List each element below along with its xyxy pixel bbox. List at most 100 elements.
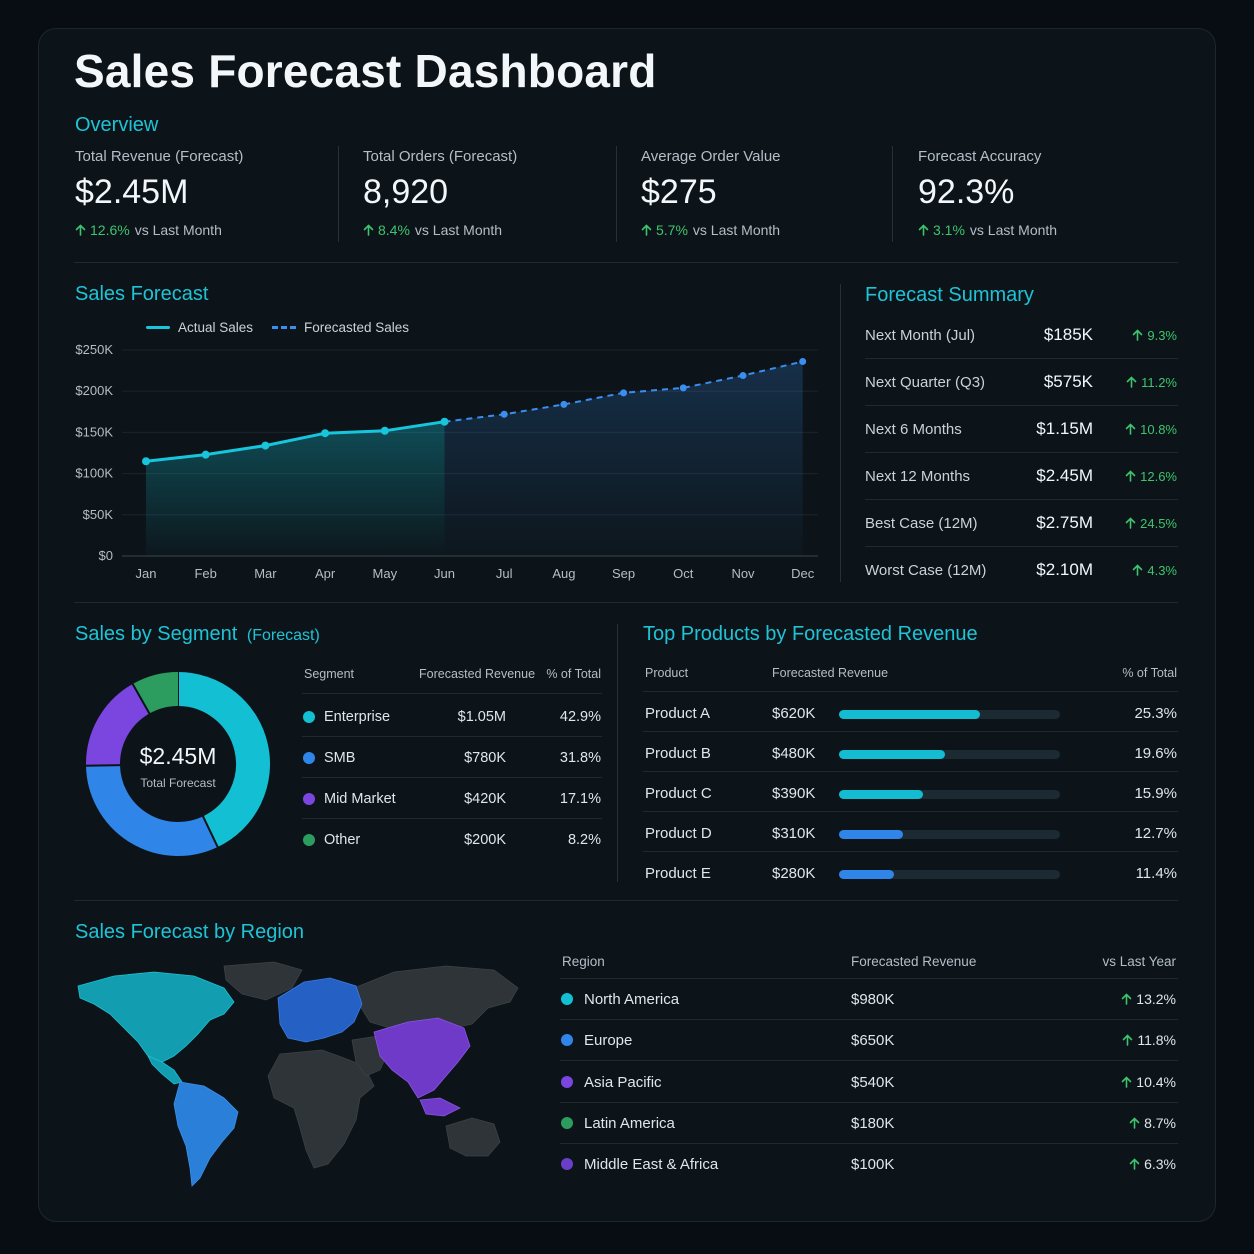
summary-delta: 24.5% xyxy=(1111,516,1177,531)
actual-point[interactable] xyxy=(201,450,210,459)
donut-slice-gap xyxy=(84,764,122,767)
segment-donut-chart xyxy=(84,671,270,856)
summary-value: $1.15M xyxy=(1036,419,1093,438)
summary-delta: 9.3% xyxy=(1111,328,1177,343)
dashboard-panel xyxy=(38,28,1216,1222)
segment-row[interactable]: Other $200K 8.2% xyxy=(302,830,602,852)
summary-delta-value: 9.3% xyxy=(1147,328,1177,343)
southeast-asia-shape xyxy=(419,1097,461,1117)
product-row-line xyxy=(643,771,1178,772)
world-map xyxy=(77,961,519,1187)
region-row[interactable]: North America $980K 13.2% xyxy=(560,990,1178,1012)
actual-point[interactable] xyxy=(380,426,389,435)
x-tick-label: Aug xyxy=(552,566,575,581)
overview-heading: Overview xyxy=(75,114,159,136)
actual-point[interactable] xyxy=(261,441,270,450)
x-tick-label: Nov xyxy=(731,566,755,581)
forecast-summary-row[interactable]: Next 6 Months $1.15M 10.8% xyxy=(865,419,1178,443)
kpi-divider xyxy=(892,146,893,242)
product-revenue: $390K xyxy=(772,785,816,802)
product-name: Product D xyxy=(645,825,712,842)
products-heading: Top Products by Forecasted Revenue xyxy=(643,623,978,645)
region-delta: 13.2% xyxy=(1080,991,1176,1007)
product-row-line xyxy=(643,811,1178,812)
legend-forecast[interactable]: Forecasted Sales xyxy=(272,320,409,335)
region-delta: 10.4% xyxy=(1080,1074,1176,1090)
region-color-dot xyxy=(561,1116,573,1129)
summary-period: Next 12 Months xyxy=(865,468,971,485)
forecast-point[interactable] xyxy=(739,372,747,380)
region-row-line xyxy=(560,1101,1178,1103)
summary-delta: 4.3% xyxy=(1111,563,1177,578)
product-bar-track xyxy=(839,870,1060,879)
region-delta-value: 8.7% xyxy=(1144,1114,1176,1131)
summary-delta: 10.8% xyxy=(1111,422,1177,437)
kpi-delta: 8.4% vs Last Month xyxy=(363,222,613,238)
kpi-delta-value: 8.4% xyxy=(378,222,410,238)
summary-value: $185K xyxy=(1043,325,1093,344)
segment-row-line xyxy=(302,736,602,737)
segment-row[interactable]: Mid Market $420K 17.1% xyxy=(302,789,602,811)
forecast-point[interactable] xyxy=(799,358,807,366)
forecast-point[interactable] xyxy=(500,410,508,418)
donut-slice[interactable] xyxy=(177,672,270,847)
forecast-point[interactable] xyxy=(679,384,687,392)
legend-actual[interactable]: Actual Sales xyxy=(146,320,253,335)
actual-point[interactable] xyxy=(440,417,449,426)
region-row-line xyxy=(560,1019,1178,1020)
kpi-label: Total Revenue (Forecast) xyxy=(75,148,244,165)
actual-point[interactable] xyxy=(321,429,330,438)
segment-name: Other xyxy=(324,832,361,848)
segment-name: Mid Market xyxy=(324,791,396,807)
kpi-card: Total Orders (Forecast) 8,920 8.4% vs Last … xyxy=(363,148,613,238)
kpi-value: $275 xyxy=(641,173,717,211)
kpi-value: $2.45M xyxy=(75,173,189,211)
segment-pct: 8.2% xyxy=(567,832,601,848)
forecast-summary-row[interactable]: Worst Case (12M) $2.10M 4.3% xyxy=(865,560,1178,584)
product-row[interactable]: Product D $310K 12.7% xyxy=(645,823,1178,845)
segment-revenue-col-header: Forecasted Revenue xyxy=(419,667,536,681)
actual-area xyxy=(146,421,445,556)
region-row[interactable]: Middle East & Africa $100K 6.3% xyxy=(560,1155,1178,1177)
asia-shape xyxy=(353,965,519,1033)
kpi-delta-value: 5.7% xyxy=(656,222,688,238)
forecast-summary-row[interactable]: Next 12 Months $2.45M 12.6% xyxy=(865,466,1178,490)
kpi-delta: 5.7% vs Last Month xyxy=(641,222,891,238)
kpi-delta: 12.6% vs Last Month xyxy=(75,222,325,238)
region-delta-value: 11.8% xyxy=(1137,1032,1176,1049)
kpi-label: Total Orders (Forecast) xyxy=(363,148,518,165)
y-tick-label: $0 xyxy=(99,548,113,563)
product-row[interactable]: Product B $480K 19.6% xyxy=(645,743,1178,765)
arrow-up-icon xyxy=(918,224,929,236)
kpi-label: Average Order Value xyxy=(641,148,781,165)
arrow-up-icon xyxy=(1123,1034,1133,1047)
donut-slice[interactable] xyxy=(132,672,179,714)
segment-heading-text: Sales by Segment xyxy=(75,623,238,645)
donut-slice[interactable] xyxy=(86,764,218,856)
product-row[interactable]: Product C $390K 15.9% xyxy=(645,783,1178,805)
product-row[interactable]: Product A $620K 25.3% xyxy=(645,703,1178,725)
segment-row[interactable]: Enterprise $1.05M 42.9% xyxy=(302,707,602,729)
arrow-up-icon xyxy=(641,224,652,236)
forecast-summary-row[interactable]: Best Case (12M) $2.75M 24.5% xyxy=(865,513,1178,537)
arrow-up-icon xyxy=(1126,376,1137,388)
arrow-up-icon xyxy=(1125,517,1136,529)
region-delta: 6.3% xyxy=(1080,1156,1176,1172)
region-row[interactable]: Asia Pacific $540K 10.4% xyxy=(560,1073,1178,1095)
forecast-point[interactable] xyxy=(560,400,568,408)
product-row[interactable]: Product E $280K 11.4% xyxy=(645,863,1178,885)
segment-pct-col-header: % of Total xyxy=(546,667,601,681)
region-row[interactable]: Europe $650K 11.8% xyxy=(560,1031,1178,1053)
region-delta-value: 10.4% xyxy=(1136,1073,1176,1090)
segment-pct: 17.1% xyxy=(559,791,601,807)
forecast-summary-row[interactable]: Next Quarter (Q3) $575K 11.2% xyxy=(865,372,1178,396)
summary-period: Next Month (Jul) xyxy=(865,327,976,344)
actual-point[interactable] xyxy=(142,457,150,466)
forecast-point[interactable] xyxy=(620,389,628,397)
donut-slice[interactable] xyxy=(86,683,151,766)
summary-value: $2.45M xyxy=(1036,466,1093,485)
segment-row[interactable]: SMB $780K 31.8% xyxy=(302,748,602,770)
forecast-summary-row[interactable]: Next Month (Jul) $185K 9.3% xyxy=(865,325,1178,349)
region-row[interactable]: Latin America $180K 8.7% xyxy=(560,1114,1178,1136)
x-tick-label: Apr xyxy=(315,566,336,581)
